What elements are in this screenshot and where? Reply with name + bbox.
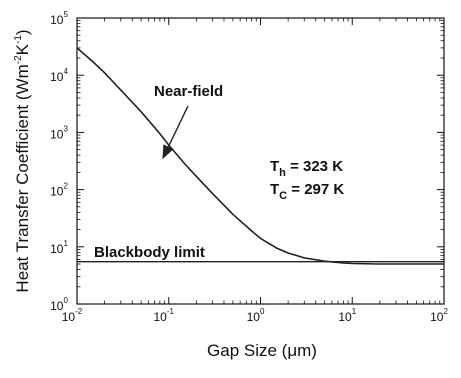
x-tick-label: 101 (338, 307, 356, 324)
annotation-blackbody: Blackbody limit (94, 244, 205, 261)
annotation-tc: TC = 297 K (270, 181, 344, 202)
x-tick-labels: 10-2 10-1 100 101 102 (62, 307, 449, 324)
y-tick-label: 104 (50, 67, 68, 84)
near-field-curve (76, 47, 444, 265)
near-field-arrow (162, 105, 189, 160)
x-tick-label: 10-2 (62, 307, 83, 324)
y-tick-label: 100 (50, 296, 68, 313)
y-tick-label: 103 (50, 124, 68, 141)
y-tick-label: 101 (50, 239, 68, 256)
annotation-th: Th = 323 K (270, 158, 343, 179)
x-tick-label: 102 (430, 307, 448, 324)
annotation-near-field: Near-field (154, 83, 223, 100)
x-axis-label: Gap Size (μm) (207, 341, 317, 360)
y-tick-labels: 100 101 102 103 104 105 (50, 10, 68, 313)
axis-ticks (76, 17, 445, 305)
x-tick-label: 10-1 (154, 307, 175, 324)
y-tick-label: 105 (50, 10, 68, 27)
y-tick-label: 102 (50, 182, 68, 199)
x-tick-label: 100 (247, 307, 265, 324)
y-axis-label: Heat Transfer Coefficient (Wm-2K-1) (13, 29, 32, 292)
